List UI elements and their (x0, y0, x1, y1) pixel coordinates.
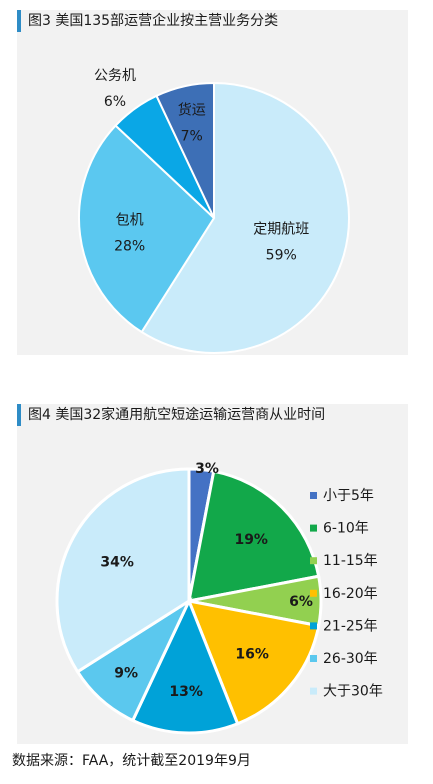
legend-label: 6-10年 (323, 521, 369, 537)
slice-value-label: 13% (169, 684, 203, 700)
slice-value-label: 34% (100, 554, 134, 570)
legend-label: 大于30年 (323, 684, 383, 700)
slice-value-label: 3% (195, 461, 219, 477)
slice-name-label: 公务机 (94, 68, 136, 84)
pie-slice (78, 124, 216, 334)
pie-slice (155, 81, 215, 219)
chart-title: 图4 美国32家通用航空短途运输运营商从业时间 (28, 407, 326, 423)
legend-swatch (310, 622, 317, 630)
pie-chart-business-type: 定期航班 59% 包机 28% 公务机 6% 货运 7% (78, 68, 350, 354)
slice-value-label: 19% (234, 532, 268, 548)
legend-label: 11-15年 (323, 553, 378, 569)
pie-slice (130, 597, 240, 735)
legend-label: 21-25年 (323, 618, 378, 634)
title-accent-bar (17, 10, 21, 32)
slice-name-label: 货运 (178, 101, 206, 118)
legend-label: 16-20年 (323, 586, 378, 602)
legend-swatch (310, 524, 317, 532)
legend-swatch (310, 492, 317, 499)
slice-value-label: 6% (104, 94, 126, 110)
chart-panel-business-type: 图3 美国135部运营企业按主营业务分类 定期航班 59% 包机 28% 公务机 6% 货运… (17, 10, 408, 355)
slice-value-label: 59% (266, 248, 297, 264)
chart-title: 图3 美国135部运营企业按主营业务分类 (28, 13, 279, 29)
slice-value-label: 9% (114, 665, 138, 681)
slice-name-label: 包机 (116, 213, 144, 229)
chart-panel-operating-years: 图4 美国32家通用航空短途运输运营商从业时间 3% 19% 6% 16% 13% 9% 3… (17, 404, 408, 744)
slice-value-label: 6% (289, 594, 313, 610)
slice-value-label: 28% (114, 239, 145, 255)
legend-swatch (310, 655, 317, 662)
legend-label: 26-30年 (323, 651, 378, 667)
legend-swatch (310, 557, 317, 565)
title-accent-bar (17, 404, 21, 426)
pie-chart-operating-years: 3% 19% 6% 16% 13% 9% 34% 小于5年 6-10年 11-15年 16-20年 2… (55, 461, 383, 735)
legend-swatch (310, 687, 317, 695)
slice-name-label: 定期航班 (253, 222, 309, 238)
slice-value-label: 7% (181, 128, 203, 144)
source-note: 数据来源：FAA，统计截至2019年9月 (12, 753, 251, 769)
pie-slice (55, 467, 191, 674)
pie-slice (186, 599, 321, 726)
slice-value-label: 16% (235, 646, 269, 662)
pie-slice (140, 81, 350, 354)
legend-swatch (310, 589, 317, 597)
legend-label: 小于5年 (323, 488, 374, 504)
